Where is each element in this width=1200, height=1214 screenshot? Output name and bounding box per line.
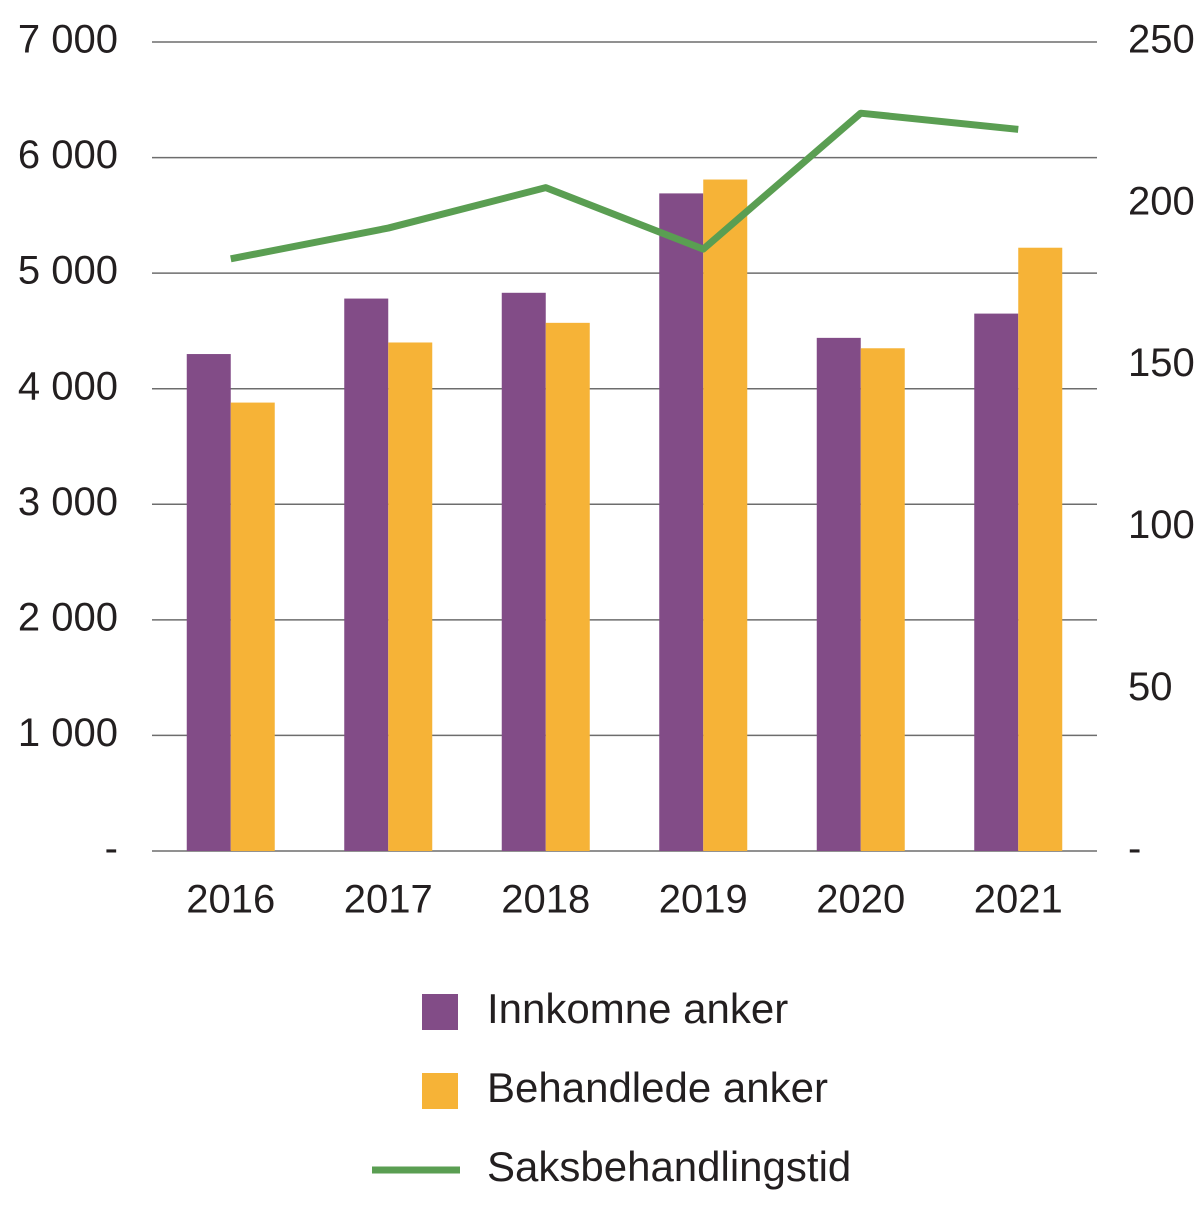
y-tick-label: 5 000	[18, 249, 118, 293]
x-tick-label: 2021	[974, 878, 1063, 922]
legend-swatch	[422, 994, 458, 1030]
y-tick-label: 4 000	[18, 364, 118, 408]
bar	[230, 402, 275, 851]
legend-label: Saksbehandlingstid	[487, 1143, 851, 1190]
y2-tick-label: 250	[1128, 18, 1195, 62]
y-tick-label: 3 000	[18, 480, 118, 524]
x-tick-label: 2018	[501, 878, 590, 922]
bar	[501, 292, 546, 851]
bar	[703, 179, 748, 851]
x-tick-label: 2017	[344, 878, 433, 922]
legend-swatch	[422, 1073, 458, 1109]
legend-label: Innkomne anker	[487, 985, 788, 1032]
x-tick-label: 2016	[186, 878, 275, 922]
y-tick-label: 6 000	[18, 133, 118, 177]
bar	[659, 193, 704, 852]
y-tick-label: 1 000	[18, 711, 118, 755]
y-tick-label: 7 000	[18, 18, 118, 62]
bar	[388, 342, 433, 851]
y2-tick-label: 50	[1128, 665, 1173, 709]
y2-tick-label: -	[1128, 827, 1141, 871]
bar	[545, 322, 590, 851]
x-tick-label: 2020	[816, 878, 905, 922]
bar	[860, 348, 905, 851]
y-tick-label: -	[105, 827, 118, 871]
x-tick-label: 2019	[659, 878, 748, 922]
legend-label: Behandlede anker	[487, 1064, 828, 1111]
bar	[816, 337, 861, 851]
y2-tick-label: 200	[1128, 179, 1195, 223]
y2-tick-label: 150	[1128, 341, 1195, 385]
y-tick-label: 2 000	[18, 595, 118, 639]
bar	[1018, 247, 1063, 851]
y2-tick-label: 100	[1128, 503, 1195, 547]
bar	[186, 354, 231, 851]
line	[230, 109, 1019, 263]
bar	[974, 313, 1019, 851]
bar	[344, 298, 389, 851]
